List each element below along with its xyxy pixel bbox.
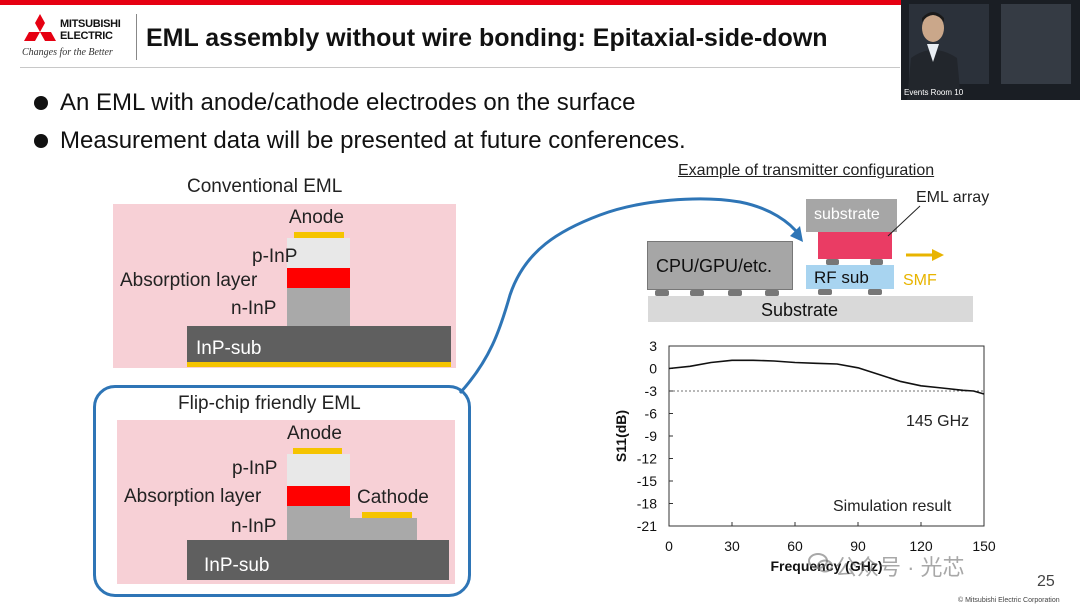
speaker-video[interactable]: Events Room 10: [901, 0, 1080, 100]
conventional-anode-electrode: [294, 232, 344, 238]
wechat-watermark: 公众号 · 光芯: [835, 555, 965, 580]
x-tick-label: 30: [724, 538, 740, 554]
flipchip-p-inp-label: p-InP: [232, 458, 278, 479]
board-bump: [728, 290, 742, 296]
eml-array-label: EML array: [916, 189, 990, 206]
cpu-gpu-block: [647, 241, 793, 290]
y-tick-label: -3: [645, 383, 658, 399]
conventional-p-inp-label: p-InP: [252, 246, 298, 267]
flipchip-inp-substrate: [187, 540, 449, 580]
rf-sub-label: RF sub: [814, 268, 869, 287]
board-bump: [818, 289, 832, 295]
flipchip-anode-label: Anode: [287, 423, 342, 444]
brand-name-line2: ELECTRIC: [60, 30, 113, 42]
y-tick-label: -21: [637, 518, 657, 534]
y-tick-label: 3: [649, 338, 657, 354]
flipchip-sub-label: InP-sub: [204, 555, 270, 576]
flipchip-p-inp-layer: [287, 454, 350, 486]
y-tick-label: -15: [637, 473, 657, 489]
video-caption: Events Room 10: [904, 88, 964, 97]
board-bump: [765, 290, 779, 296]
wechat-watermark-icon: [808, 553, 833, 573]
video-background-panel: [1001, 4, 1071, 84]
main-substrate-block: [648, 296, 973, 322]
flipchip-n-inp-layer: [287, 506, 350, 540]
page-number: 25: [1037, 573, 1055, 590]
board-bump: [690, 290, 704, 296]
copyright-notice: © Mitsubishi Electric Corporation: [958, 597, 1060, 604]
brand-tagline: Changes for the Better: [22, 47, 113, 58]
y-axis-label: S11(dB): [613, 410, 629, 462]
smf-label: SMF: [903, 272, 937, 289]
flipchip-absorption-label: Absorption layer: [124, 486, 262, 507]
s11-chart: 30-3-6-9-12-15-18-210 30 60 90 120 150Frequen…: [613, 338, 996, 574]
conventional-inp-substrate: [187, 326, 451, 362]
conventional-absorption-layer: [287, 268, 350, 288]
board-bump: [868, 289, 882, 295]
y-tick-label: -6: [645, 406, 658, 422]
board-bump: [655, 290, 669, 296]
x-tick-label: 90: [850, 538, 866, 554]
flipchip-cathode-electrode: [362, 512, 412, 518]
title-separator: [136, 14, 137, 60]
conventional-heading: Conventional EML: [187, 176, 343, 197]
conventional-absorption-label: Absorption layer: [120, 270, 258, 291]
conventional-anode-label: Anode: [289, 207, 344, 228]
s11-series-line: [668, 359, 985, 395]
transmitter-heading: Example of transmitter configuration: [678, 162, 935, 179]
conventional-n-inp-layer: [287, 288, 350, 326]
company-logo: MITSUBISHI ELECTRIC Changes for the Bett…: [20, 12, 130, 62]
eml-array-block: [818, 232, 892, 259]
eml-array-pointer: [887, 205, 921, 237]
flipchip-anode-electrode: [293, 448, 342, 454]
brand-name-line1: MITSUBISHI: [60, 18, 121, 30]
top-substrate-block: [806, 199, 897, 232]
x-tick-label: 120: [909, 538, 933, 554]
x-tick-label: 60: [787, 538, 803, 554]
eml-bump: [826, 259, 839, 265]
eml-bump: [870, 259, 883, 265]
y-tick-label: 0: [649, 361, 657, 377]
title-divider: [20, 67, 900, 68]
conventional-p-inp-layer: [287, 238, 350, 268]
x-tick-label: 0: [665, 538, 673, 554]
conventional-backside-electrode: [187, 362, 451, 367]
smf-arrow-icon: [906, 249, 944, 261]
x-tick-label: 150: [972, 538, 996, 554]
top-rule: [0, 0, 1080, 5]
flipchip-heading: Flip-chip friendly EML: [178, 393, 361, 414]
y-tick-label: -18: [637, 496, 657, 512]
bullet-text-1: An EML with anode/cathode electrodes on …: [60, 89, 636, 116]
speaker-figure: [907, 12, 961, 100]
bullet-dot: [34, 134, 48, 148]
chart-annotation-simulation: Simulation result: [833, 498, 952, 515]
bullet-dot: [34, 96, 48, 110]
rf-sub-block: [806, 265, 894, 289]
conventional-n-inp-label: n-InP: [231, 298, 277, 319]
y-tick-label: -12: [637, 451, 657, 467]
x-axis-label: Frequency (GHz): [770, 558, 882, 574]
top-substrate-label: substrate: [814, 206, 880, 223]
flipchip-highlight-frame: [93, 385, 471, 597]
flipchip-n-inp-label: n-InP: [231, 516, 277, 537]
bullet-text-2: Measurement data will be presented at fu…: [60, 127, 686, 154]
flipchip-cathode-label: Cathode: [357, 487, 429, 508]
three-diamonds-icon: [24, 14, 56, 41]
chart-annotation-frequency: 145 GHz: [906, 413, 970, 430]
main-substrate-label: Substrate: [761, 300, 839, 320]
cpu-gpu-label: CPU/GPU/etc.: [656, 256, 773, 276]
slide-title: EML assembly without wire bonding: Epita…: [146, 24, 828, 52]
flipchip-absorption-layer: [287, 486, 350, 506]
conventional-sub-label: InP-sub: [196, 338, 262, 359]
y-tick-label: -9: [645, 428, 658, 444]
flipchip-n-inp-ledge: [350, 518, 417, 540]
